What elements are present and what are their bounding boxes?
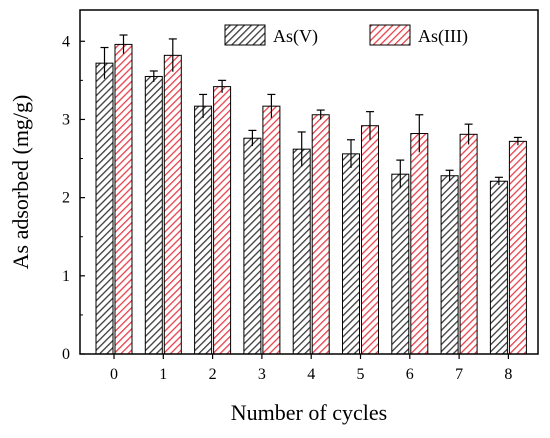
bar-series-0-cat-1: [144, 75, 163, 355]
bar-series-0-cat-5: [342, 153, 360, 355]
error-bar-series-1-cat-1: [168, 38, 177, 72]
error-bar-series-1-cat-6: [415, 114, 424, 153]
x-axis-title: Number of cycles: [231, 400, 387, 425]
error-bar-series-1-cat-3: [267, 93, 276, 118]
bar-series-0-cat-2: [194, 105, 213, 355]
x-tick-label: 3: [258, 366, 266, 383]
error-bar-series-1-cat-4: [316, 109, 325, 120]
x-tick-label: 4: [307, 366, 315, 383]
x-tick-label: 1: [159, 366, 167, 383]
error-bar-series-0-cat-8: [494, 176, 503, 186]
bar-series-1-cat-2: [213, 86, 232, 355]
bar-series-1-cat-0: [114, 43, 133, 355]
bar-series-1-cat-3: [262, 105, 281, 355]
error-bar-series-1-cat-8: [513, 136, 522, 146]
error-bar-series-1-cat-2: [218, 79, 227, 93]
y-tick-label: 4: [62, 33, 70, 50]
error-bar-series-0-cat-6: [396, 159, 405, 189]
error-bar-series-0-cat-1: [149, 70, 158, 82]
bar-series-1-cat-1: [163, 54, 182, 355]
bar-series-1-cat-7: [459, 133, 478, 355]
x-tick-label: 6: [406, 366, 414, 383]
error-bar-series-0-cat-2: [199, 93, 208, 118]
error-bar-series-0-cat-0: [100, 46, 109, 79]
bar-series-1-cat-4: [311, 114, 330, 355]
error-bars-layer: [100, 34, 522, 189]
error-bar-series-0-cat-3: [248, 129, 257, 147]
error-bar-series-1-cat-7: [464, 123, 473, 145]
x-tick-label: 7: [455, 366, 463, 383]
legend-swatch-series-1: [369, 24, 411, 46]
y-tick-label: 3: [62, 111, 70, 128]
legend-swatch-series-0: [224, 24, 266, 46]
error-bar-series-1-cat-5: [366, 111, 374, 140]
x-tick-label: 8: [504, 366, 512, 383]
y-tick-label: 2: [62, 190, 70, 207]
bars-layer: [95, 43, 527, 355]
bar-series-1-cat-5: [361, 125, 379, 355]
y-tick-label: 0: [62, 346, 70, 363]
error-bar-series-0-cat-5: [347, 139, 355, 168]
x-tick-label: 0: [110, 366, 118, 383]
x-axis: 0 1 2 3 4 5 6 7 8: [110, 354, 512, 383]
bar-series-0-cat-8: [489, 180, 508, 355]
error-bar-series-0-cat-7: [445, 169, 454, 182]
error-bar-series-0-cat-4: [297, 131, 306, 167]
legend: As(V) As(III): [224, 24, 468, 47]
plot-frame: [79, 9, 539, 355]
bar-series-0-cat-3: [243, 137, 262, 355]
bar-series-1-cat-8: [508, 140, 527, 355]
bar-series-1-cat-6: [410, 133, 429, 355]
legend-label-series-1: As(III): [418, 26, 468, 47]
y-axis-title: As adsorbed (mg/g): [8, 95, 33, 270]
error-bar-series-1-cat-0: [119, 34, 128, 54]
bar-series-0-cat-7: [440, 175, 459, 355]
x-tick-label: 5: [357, 366, 365, 383]
y-tick-label: 1: [62, 268, 70, 285]
x-tick-label: 2: [209, 366, 217, 383]
bar-series-0-cat-6: [391, 173, 410, 355]
bar-series-0-cat-0: [95, 62, 114, 355]
legend-label-series-0: As(V): [273, 26, 318, 47]
bar-series-0-cat-4: [292, 148, 311, 355]
y-axis: 0 1 2 3 4: [62, 33, 85, 363]
